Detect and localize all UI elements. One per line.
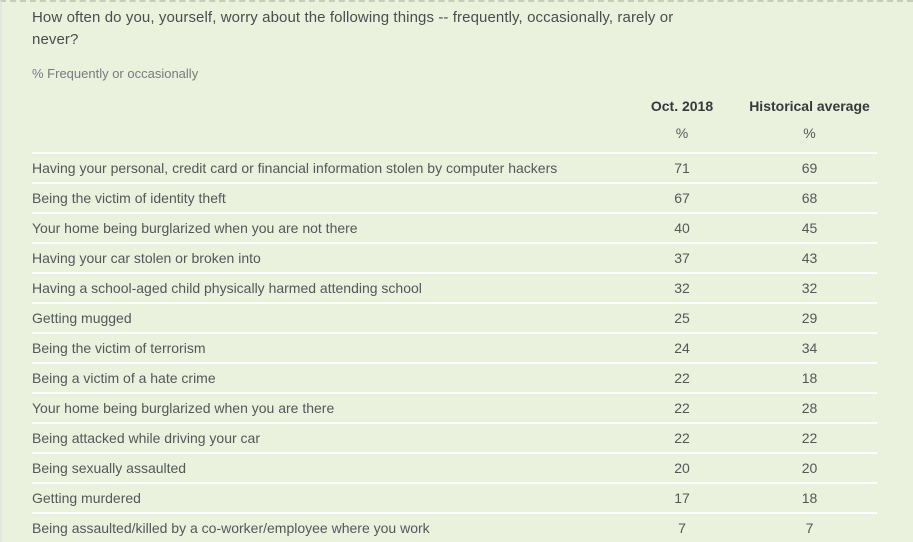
unit-percent-historical-average: % <box>803 125 816 141</box>
row-label: Getting murdered <box>32 490 141 506</box>
oct-2018-value: 17 <box>674 490 690 506</box>
oct-2018-value: 22 <box>674 370 690 386</box>
row-label: Being the victim of terrorism <box>32 340 206 356</box>
table-column-header-row: Oct. 2018 Historical average <box>32 98 877 114</box>
historical-average-value: 18 <box>801 370 818 386</box>
oct-2018-value: 24 <box>674 340 690 356</box>
oct-2018-value: 67 <box>674 190 690 206</box>
table-row: Being a victim of a hate crime 22 18 <box>32 362 877 392</box>
oct-2018-value: 37 <box>674 250 690 266</box>
historical-average-value: 32 <box>801 280 818 296</box>
historical-average-value: 28 <box>801 400 818 416</box>
table-row: Being the victim of terrorism 24 34 <box>32 332 877 362</box>
historical-average-value: 20 <box>801 460 818 476</box>
historical-average-value: 22 <box>801 430 818 446</box>
table-row: Getting mugged 25 29 <box>32 302 877 332</box>
row-label: Being assaulted/killed by a co-worker/em… <box>32 520 430 536</box>
row-label: Being attacked while driving your car <box>32 430 261 446</box>
oct-2018-value: 20 <box>674 460 690 476</box>
row-label: Being sexually assaulted <box>32 460 187 476</box>
table-row: Your home being burglarized when you are… <box>32 212 877 242</box>
survey-question-title: How often do you, yourself, worry about … <box>32 9 674 48</box>
table-row: Being attacked while driving your car 22… <box>32 422 877 452</box>
row-label: Your home being burglarized when you are… <box>32 400 335 416</box>
table-row: Getting murdered 17 18 <box>32 482 877 512</box>
oct-2018-value: 71 <box>674 160 690 176</box>
table-body: Having your personal, credit card or fin… <box>32 152 877 542</box>
row-label: Being the victim of identity theft <box>32 190 226 206</box>
historical-average-value: 34 <box>801 340 818 356</box>
historical-average-value: 68 <box>801 190 818 206</box>
row-label: Your home being burglarized when you are… <box>32 220 358 236</box>
row-label: Being a victim of a hate crime <box>32 370 216 386</box>
row-label: Having your car stolen or broken into <box>32 250 261 266</box>
historical-average-value: 45 <box>801 220 818 236</box>
row-label: Having your personal, credit card or fin… <box>32 160 558 176</box>
historical-average-value: 69 <box>801 160 818 176</box>
table-row: Being sexually assaulted 20 20 <box>32 452 877 482</box>
unit-percent-oct-2018: % <box>675 125 689 141</box>
table-row: Your home being burglarized when you are… <box>32 392 877 422</box>
column-header-historical-average: Historical average <box>749 98 870 114</box>
table-row: Being assaulted/killed by a co-worker/em… <box>32 512 877 542</box>
oct-2018-value: 22 <box>674 430 690 446</box>
survey-subtitle: % Frequently or occasionally <box>32 66 199 81</box>
oct-2018-value: 40 <box>674 220 690 236</box>
historical-average-value: 7 <box>805 520 814 536</box>
column-header-oct-2018: Oct. 2018 <box>650 98 714 114</box>
table-row: Having your car stolen or broken into 37… <box>32 242 877 272</box>
historical-average-value: 18 <box>801 490 818 506</box>
table-row: Being the victim of identity theft 67 68 <box>32 182 877 212</box>
historical-average-value: 29 <box>801 310 818 326</box>
table-row: Having a school-aged child physically ha… <box>32 272 877 302</box>
oct-2018-value: 32 <box>674 280 690 296</box>
oct-2018-value: 25 <box>674 310 690 326</box>
table-unit-row: % % <box>32 125 877 141</box>
row-label: Getting mugged <box>32 310 132 326</box>
oct-2018-value: 7 <box>678 520 686 536</box>
table-row: Having your personal, credit card or fin… <box>32 152 877 182</box>
oct-2018-value: 22 <box>674 400 690 416</box>
row-label: Having a school-aged child physically ha… <box>32 280 422 296</box>
historical-average-value: 43 <box>801 250 818 266</box>
